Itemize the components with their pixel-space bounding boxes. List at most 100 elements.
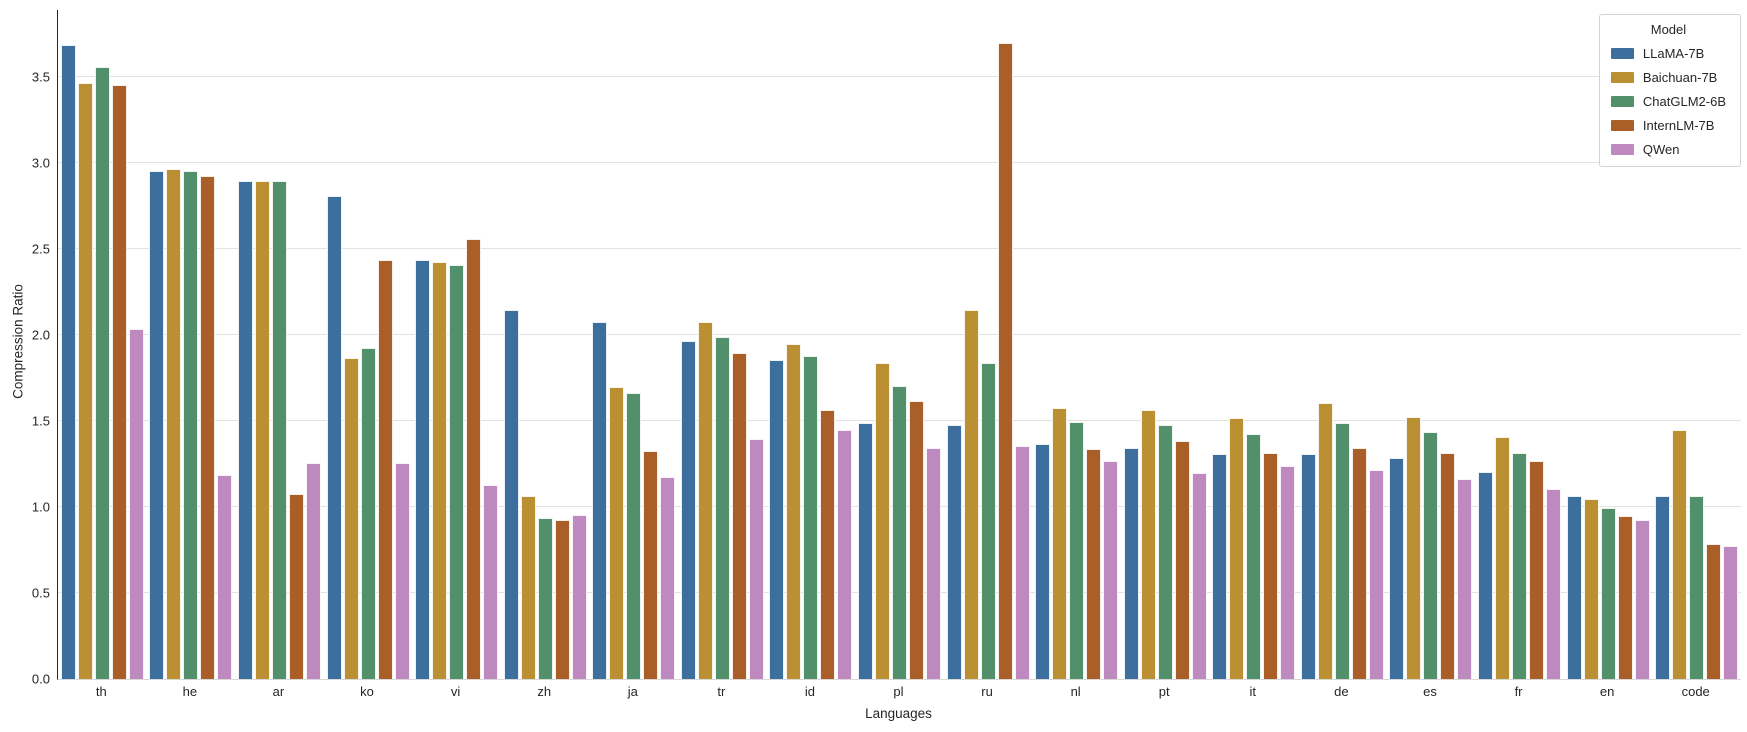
y-tick-label: 0.0	[31, 671, 50, 687]
bar-ChatGLM2-6B-id	[803, 356, 819, 679]
bar-LLaMA-7B-it	[1212, 454, 1228, 679]
bar-LLaMA-7B-ko	[326, 196, 342, 679]
bar-Baichuan-7B-ar	[254, 180, 270, 679]
bar-InternLM-7B-it	[1263, 452, 1279, 679]
bar-group-code	[1652, 10, 1741, 679]
bar-group-vi	[412, 10, 501, 679]
x-tick-label-tr: tr	[717, 684, 726, 699]
bar-InternLM-7B-de	[1351, 447, 1367, 679]
x-tick-label-ja: ja	[627, 684, 638, 699]
bar-InternLM-7B-ko	[377, 260, 393, 679]
legend-item-Baichuan-7B: Baichuan-7B	[1610, 70, 1726, 85]
bar-ChatGLM2-6B-de	[1334, 423, 1350, 679]
bar-QWen-fr	[1546, 488, 1562, 679]
bar-ChatGLM2-6B-tr	[714, 337, 730, 679]
bar-InternLM-7B-fr	[1529, 461, 1545, 679]
legend-swatch	[1610, 48, 1634, 59]
bar-group-ko	[324, 10, 413, 679]
bar-InternLM-7B-he	[200, 175, 216, 679]
plot-area	[57, 10, 1741, 680]
bar-InternLM-7B-nl	[1086, 449, 1102, 679]
x-tick-label-pt: pt	[1158, 684, 1170, 699]
x-tick-label-en: en	[1599, 684, 1615, 699]
bar-Baichuan-7B-tr	[697, 322, 713, 679]
bar-group-de	[1298, 10, 1387, 679]
bar-LLaMA-7B-nl	[1035, 444, 1051, 679]
bar-Baichuan-7B-es	[1406, 416, 1422, 679]
bar-group-ar	[235, 10, 324, 679]
bar-QWen-de	[1368, 469, 1384, 679]
bar-LLaMA-7B-code	[1655, 495, 1671, 679]
bar-LLaMA-7B-en	[1566, 495, 1582, 679]
legend-label: Baichuan-7B	[1642, 70, 1718, 85]
bar-InternLM-7B-es	[1440, 452, 1456, 679]
bar-LLaMA-7B-ru	[946, 425, 962, 679]
legend-label: QWen	[1642, 142, 1680, 157]
bar-QWen-th	[128, 328, 144, 679]
bar-ChatGLM2-6B-nl	[1069, 421, 1085, 679]
bar-group-pl	[855, 10, 944, 679]
bar-group-he	[147, 10, 236, 679]
y-tick-label: 2.5	[31, 241, 50, 257]
bar-InternLM-7B-th	[111, 84, 127, 679]
bar-QWen-zh	[571, 514, 587, 679]
bar-QWen-it	[1280, 466, 1296, 679]
bar-ChatGLM2-6B-ru	[980, 363, 996, 679]
x-tick-label-es: es	[1423, 684, 1437, 699]
x-tick-label-ru: ru	[981, 684, 993, 699]
bar-Baichuan-7B-it	[1229, 418, 1245, 679]
bar-Baichuan-7B-he	[166, 168, 182, 679]
bar-group-ru	[944, 10, 1033, 679]
bar-group-id	[767, 10, 856, 679]
y-tick-label: 2.0	[31, 327, 50, 343]
gridline	[58, 76, 1741, 78]
bar-InternLM-7B-id	[820, 409, 836, 679]
x-tick-label-zh: zh	[537, 684, 552, 699]
x-tick-label-vi: vi	[450, 684, 461, 699]
x-tick-label-pl: pl	[893, 684, 904, 699]
bar-Baichuan-7B-nl	[1052, 408, 1068, 679]
bar-LLaMA-7B-pl	[857, 423, 873, 679]
x-tick-label-de: de	[1334, 684, 1349, 699]
bar-LLaMA-7B-tr	[680, 340, 696, 679]
legend-item-InternLM-7B: InternLM-7B	[1610, 118, 1726, 133]
bar-ChatGLM2-6B-he	[183, 170, 199, 679]
bar-ChatGLM2-6B-en	[1600, 507, 1616, 679]
bar-Baichuan-7B-ja	[609, 387, 625, 679]
legend-item-LLaMA-7B: LLaMA-7B	[1610, 46, 1726, 61]
bar-group-it	[1210, 10, 1299, 679]
bar-group-ja	[589, 10, 678, 679]
y-axis-title: Compression Ratio	[10, 284, 26, 399]
legend: Model LLaMA-7B Baichuan-7B ChatGLM2-6B Inte…	[1598, 14, 1741, 167]
x-tick-label-he: he	[182, 684, 198, 699]
bar-QWen-ko	[394, 463, 410, 679]
bar-ChatGLM2-6B-ar	[271, 180, 287, 679]
bar-QWen-he	[217, 475, 233, 679]
bar-Baichuan-7B-id	[786, 344, 802, 679]
bar-ChatGLM2-6B-it	[1246, 433, 1262, 679]
y-axis-tick-labels: 0.0 0.5 1.0 1.5 2.0 2.5 3.0 3.5	[0, 10, 50, 687]
x-tick-label-th: th	[95, 684, 107, 699]
bar-Baichuan-7B-code	[1672, 430, 1688, 679]
bar-ChatGLM2-6B-pl	[891, 385, 907, 679]
bar-LLaMA-7B-fr	[1478, 471, 1494, 679]
bar-groups	[58, 10, 1741, 679]
legend-item-ChatGLM2-6B: ChatGLM2-6B	[1610, 94, 1726, 109]
y-tick-label: 0.5	[31, 585, 50, 601]
y-tick-label: 3.0	[31, 155, 50, 171]
x-tick-label-fr: fr	[1514, 684, 1523, 699]
bar-group-zh	[501, 10, 590, 679]
legend-items: LLaMA-7B Baichuan-7B ChatGLM2-6B InternLM-7…	[1610, 46, 1726, 157]
bar-InternLM-7B-pl	[908, 401, 924, 679]
bar-ChatGLM2-6B-fr	[1512, 452, 1528, 679]
bar-group-fr	[1475, 10, 1564, 679]
bar-group-pt	[1121, 10, 1210, 679]
bar-ChatGLM2-6B-vi	[449, 265, 465, 679]
bar-InternLM-7B-tr	[731, 352, 747, 679]
bar-QWen-tr	[748, 438, 764, 679]
bar-LLaMA-7B-ar	[237, 180, 253, 679]
legend-label: ChatGLM2-6B	[1642, 94, 1726, 109]
x-tick-label-id: id	[804, 684, 815, 699]
y-tick-label: 3.5	[31, 69, 50, 85]
